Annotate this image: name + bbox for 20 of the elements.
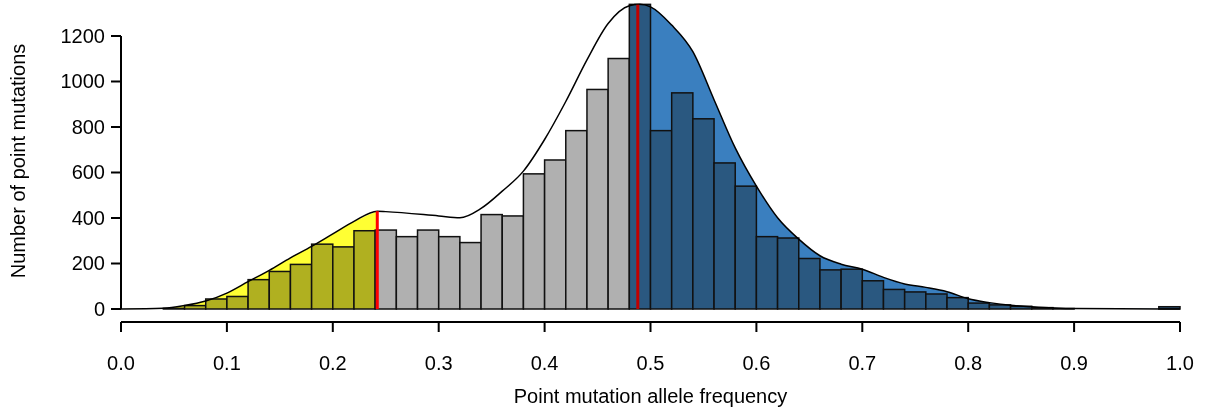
- x-tick-label: 0.5: [636, 352, 665, 374]
- y-tick-label: 0: [93, 298, 105, 320]
- x-tick-label: 0.1: [212, 352, 241, 374]
- text: 0.0: [107, 352, 135, 374]
- y-tick-label: 400: [71, 207, 105, 229]
- y-tick-label: 800: [71, 115, 105, 138]
- x-tick-label: 0.7: [848, 352, 877, 374]
- y-tick-label: 1000: [60, 70, 105, 93]
- y-axis-title: Number of point mutations: [7, 43, 29, 279]
- y-tick-label: 200: [71, 252, 105, 275]
- x-tick-label: 0.3: [424, 352, 453, 374]
- x-axis-title: Point mutation allele frequency: [513, 385, 788, 407]
- x-tick-label: 0.6: [742, 352, 771, 374]
- x-tick-label: 0.9: [1060, 352, 1089, 374]
- text: 1.0: [1166, 352, 1194, 374]
- x-tick-label: 0.4: [530, 352, 559, 374]
- y-tick-label: 600: [71, 161, 105, 184]
- x-tick-label: 0.2: [318, 352, 347, 374]
- y-tick-label: 1200: [60, 24, 105, 47]
- x-tick-label: 0.8: [954, 352, 983, 374]
